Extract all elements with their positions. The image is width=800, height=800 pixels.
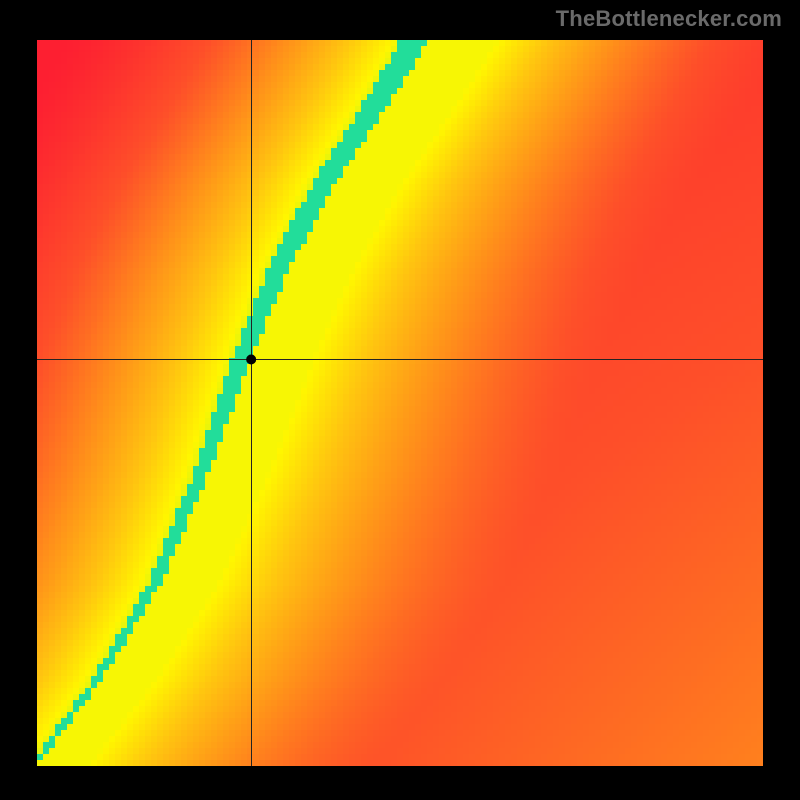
heatmap-panel bbox=[37, 40, 763, 766]
watermark-text: TheBottlenecker.com bbox=[556, 6, 782, 32]
bottleneck-heatmap bbox=[37, 40, 763, 766]
